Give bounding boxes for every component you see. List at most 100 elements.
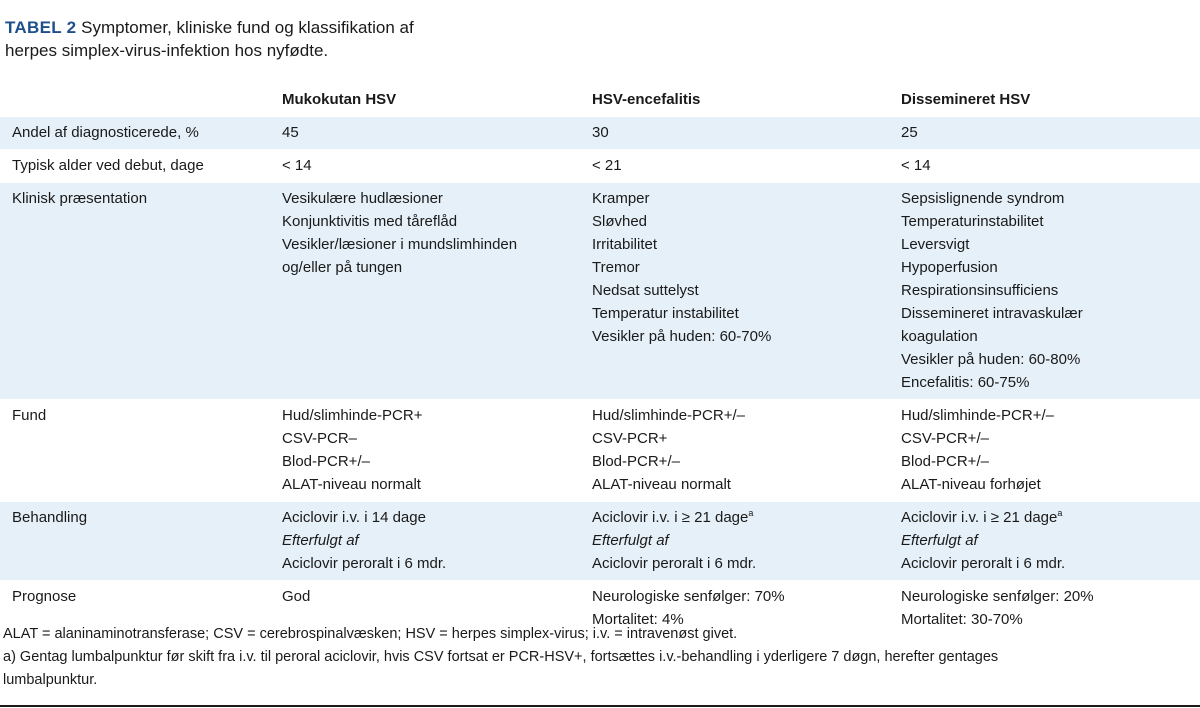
bottom-rule [0, 705, 1200, 707]
cell-line: 30 [592, 121, 901, 144]
cell-text: og/eller på tungen [282, 258, 403, 276]
row-label: Fund [12, 406, 47, 424]
cell-text: ALAT-niveau normalt [592, 475, 731, 493]
cell-text: Sepsislignende syndrom [901, 189, 1065, 207]
cell-text: Efterfulgt af [901, 531, 978, 549]
row-label-cell: Fund [0, 398, 282, 501]
cell-line: Aciclovir i.v. i ≥ 21 dagea [592, 506, 901, 529]
cell-line: CSV-PCR+ [592, 427, 901, 450]
caption-title-1: Symptomer, kliniske fund og klassifikati… [81, 18, 414, 37]
cell-line: Vesikulære hudlæsioner [282, 187, 592, 210]
caption-line-1: TABEL 2 Symptomer, kliniske fund og klas… [5, 16, 565, 39]
row-label: Klinisk præsentation [12, 189, 148, 207]
cell-text: Mortalitet: 30-70% [901, 610, 1023, 628]
cell-line: Aciclovir peroralt i 6 mdr. [592, 552, 901, 575]
cell-line: Respirationsinsufficiens [901, 279, 1200, 302]
table-cell: Hud/slimhinde-PCR+/– CSV-PCR+/– Blod-PCR+/… [901, 398, 1200, 501]
cell-text: Neurologiske senfølger: 70% [592, 587, 785, 605]
cell-text: 30 [592, 123, 609, 141]
table-cell: Aciclovir i.v. i ≥ 21 dagea Efterfulgt af… [901, 500, 1200, 580]
cell-text: Dissemineret intravaskulær [901, 304, 1083, 322]
cell-line: ALAT-niveau normalt [282, 473, 592, 496]
cell-line: Aciclovir i.v. i 14 dage [282, 506, 592, 529]
cell-line: God [282, 585, 592, 608]
cell-line: Blod-PCR+/– [592, 450, 901, 473]
cell-line: Konjunktivitis med tåreflåd [282, 210, 592, 233]
cell-text: ALAT-niveau normalt [282, 475, 421, 493]
cell-line: Dissemineret intravaskulær [901, 302, 1200, 325]
cell-line: Efterfulgt af [282, 529, 592, 552]
row-label-cell: Typisk alder ved debut, dage [0, 148, 282, 182]
cell-text: CSV-PCR– [282, 429, 358, 447]
symptom-table: Mukokutan HSV HSV-encefalitis Disseminer… [0, 82, 1200, 636]
cell-line: CSV-PCR– [282, 427, 592, 450]
cell-text: Efterfulgt af [592, 531, 669, 549]
cell-line: ALAT-niveau normalt [592, 473, 901, 496]
cell-line: Aciclovir peroralt i 6 mdr. [282, 552, 592, 575]
cell-text: Nedsat suttelyst [592, 281, 699, 299]
cell-line: Vesikler/læsioner i mundslimhinden [282, 233, 592, 256]
cell-text: Aciclovir i.v. i 14 dage [282, 508, 426, 526]
cell-line: koagulation [901, 325, 1200, 348]
table-body: Andel af diagnosticerede, % 45 30 25 Typisk … [0, 115, 1200, 636]
cell-text: Vesikulære hudlæsioner [282, 189, 443, 207]
cell-line: Efterfulgt af [592, 529, 901, 552]
row-label: Prognose [12, 587, 77, 605]
table-row: Andel af diagnosticerede, % 45 30 25 [0, 115, 1200, 149]
cell-line: Mortalitet: 4% [592, 608, 901, 631]
cell-line: Kramper [592, 187, 901, 210]
table-row: Klinisk præsentation Vesikulære hudlæsion… [0, 181, 1200, 399]
footnote-abbreviations: ALAT = alaninaminotransferase; CSV = cer… [3, 626, 738, 642]
table-cell: Vesikulære hudlæsioner Konjunktivitis med… [282, 181, 592, 399]
table-cell: Neurologiske senfølger: 70% Mortalitet: 4… [592, 579, 901, 636]
table-cell: Neurologiske senfølger: 20% Mortalitet: 3… [901, 579, 1200, 636]
table-cell: God [282, 579, 592, 636]
table-cell: 30 [592, 115, 901, 149]
cell-text: God [282, 587, 311, 605]
cell-text: Leversvigt [901, 235, 970, 253]
table-cell: Aciclovir i.v. i ≥ 21 dagea Efterfulgt af… [592, 500, 901, 580]
header-mukokutan: Mukokutan HSV [282, 82, 592, 116]
cell-line: Neurologiske senfølger: 20% [901, 585, 1200, 608]
cell-text: Vesikler på huden: 60-80% [901, 350, 1081, 368]
row-label-cell: Behandling [0, 500, 282, 580]
cell-text: Blod-PCR+/– [901, 452, 989, 470]
row-label-cell: Prognose [0, 579, 282, 636]
cell-text: Blod-PCR+/– [282, 452, 370, 470]
cell-line: Efterfulgt af [901, 529, 1200, 552]
cell-text: Mortalitet: 4% [592, 610, 684, 628]
table-row: Fund Hud/slimhinde-PCR+ CSV-PCR– Blod-PCR+/… [0, 398, 1200, 501]
cell-text: Vesikler/læsioner i mundslimhinden [282, 235, 518, 253]
cell-text: CSV-PCR+ [592, 429, 668, 447]
cell-text: 25 [901, 123, 918, 141]
cell-text: Aciclovir peroralt i 6 mdr. [592, 554, 757, 572]
cell-line: 25 [901, 121, 1200, 144]
cell-line: Blod-PCR+/– [901, 450, 1200, 473]
cell-text: Blod-PCR+/– [592, 452, 680, 470]
cell-line: ALAT-niveau forhøjet [901, 473, 1200, 496]
table-label: TABEL 2 [5, 18, 77, 37]
table-cell: < 21 [592, 148, 901, 182]
cell-line: Hud/slimhinde-PCR+ [282, 404, 592, 427]
cell-line: Mortalitet: 30-70% [901, 608, 1200, 631]
caption-title-2: herpes simplex-virus-infektion hos nyfød… [5, 41, 329, 60]
cell-text: Aciclovir peroralt i 6 mdr. [282, 554, 447, 572]
cell-line: Tremor [592, 256, 901, 279]
cell-text: Kramper [592, 189, 650, 207]
row-label-cell: Klinisk præsentation [0, 181, 282, 399]
table-row: Prognose God Neurologiske senfølger: 70% Mo… [0, 579, 1200, 636]
cell-line: Neurologiske senfølger: 70% [592, 585, 901, 608]
cell-line: Sepsislignende syndrom [901, 187, 1200, 210]
cell-text: Aciclovir peroralt i 6 mdr. [901, 554, 1066, 572]
footnote-marker: a [748, 507, 754, 518]
cell-text: CSV-PCR+/– [901, 429, 989, 447]
cell-text: ALAT-niveau forhøjet [901, 475, 1041, 493]
cell-line: Hud/slimhinde-PCR+/– [901, 404, 1200, 427]
table-cell: Hud/slimhinde-PCR+ CSV-PCR– Blod-PCR+/– ALA… [282, 398, 592, 501]
cell-text: Hud/slimhinde-PCR+/– [592, 406, 745, 424]
cell-line: Encefalitis: 60-75% [901, 371, 1200, 394]
table-header-row: Mukokutan HSV HSV-encefalitis Disseminer… [0, 82, 1200, 116]
cell-line: 45 [282, 121, 592, 144]
cell-line: Hypoperfusion [901, 256, 1200, 279]
cell-line: Vesikler på huden: 60-70% [592, 325, 901, 348]
